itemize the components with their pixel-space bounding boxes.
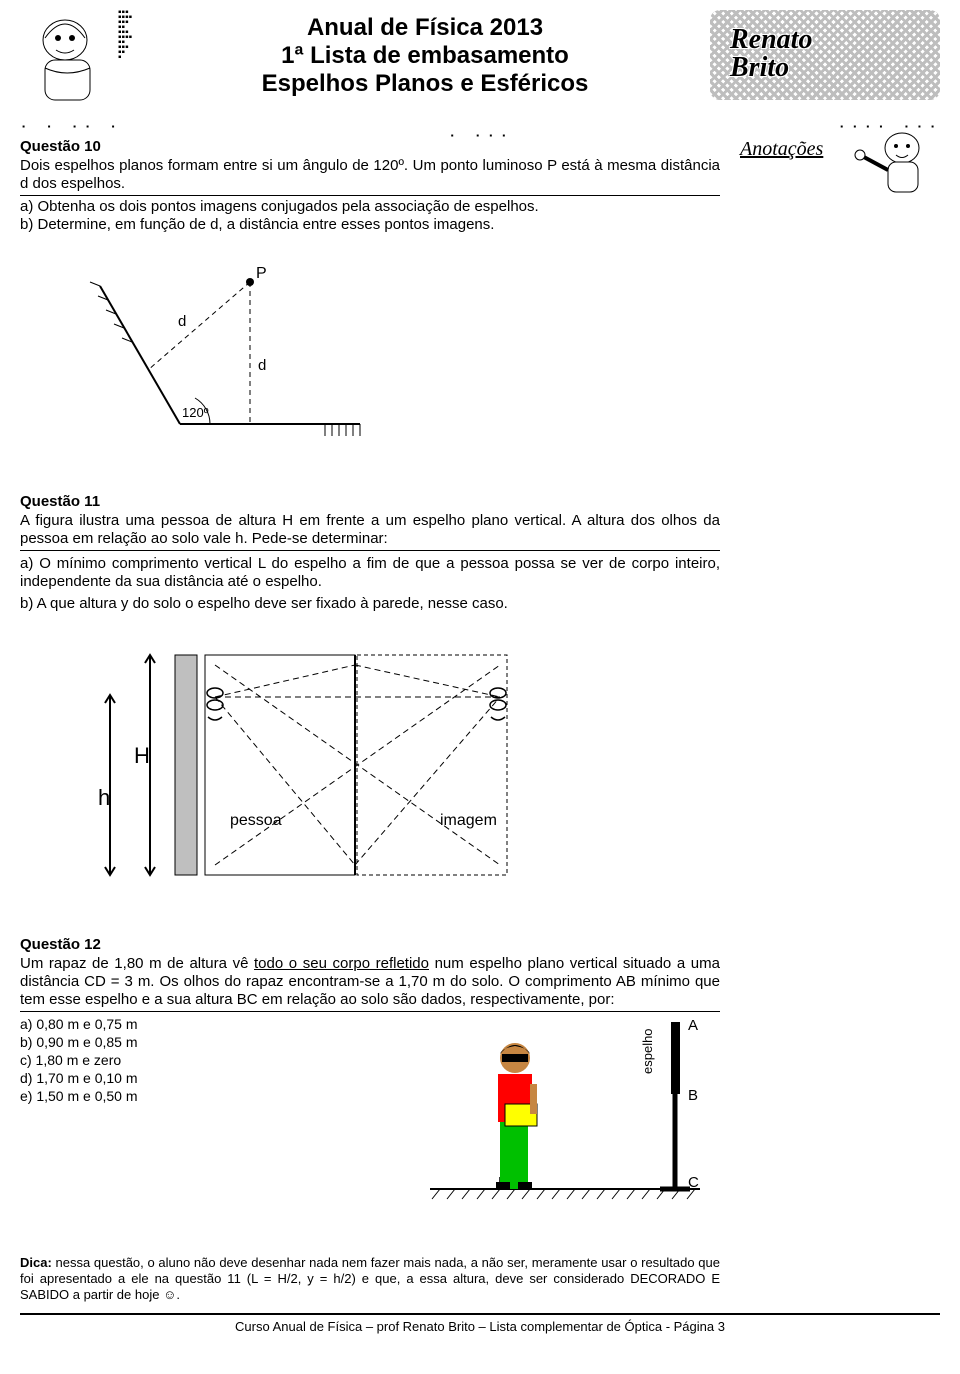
q10-intro: Dois espelhos planos formam entre si um … [20,157,720,192]
q10-title: Questão 10 [20,138,720,155]
q12-body: Um rapaz de 1,80 m de altura vê todo o s… [20,955,720,1012]
footer-text: Curso Anual de Física – prof Renato Brit… [235,1319,725,1334]
q12-opt-d: d) 1,70 m e 0,10 m [20,1070,138,1086]
q10-body: Dois espelhos planos formam entre si um … [20,157,720,234]
header-title-line3: Espelhos Planos e Esféricos [140,70,710,98]
header-title: Anual de Física 2013 1ª Lista de embasam… [140,10,710,98]
q12-label-espelho: espelho [640,1028,655,1074]
q11-rule [20,550,720,551]
q11-label-imagem: imagem [440,812,497,829]
q12-svg: A B C D espelho [400,1014,720,1214]
q11-item-b: b) A que altura y do solo o espelho deve… [20,595,720,613]
brand-text: Renato Brito [730,26,812,82]
brand-line1: Renato [730,26,812,54]
q12-row: a) 0,80 m e 0,75 m b) 0,90 m e 0,85 m c)… [20,1014,720,1217]
header-title-line1: Anual de Física 2013 [140,14,710,42]
q12-label-A: A [688,1017,698,1034]
q10-label-P: P [256,265,267,282]
person-icon [496,1043,537,1189]
hint-label: Dica: [20,1255,52,1270]
q11-label-pessoa: pessoa [230,812,282,829]
page-header: ▪▪▪▪▪▪▪▪▪▪▪▪▪▪▪▪▪▪▪▪▪▪▪▪▪▪▪ Anual de Fís… [20,10,940,120]
q10-item-a: a) Obtenha os dois pontos imagens conjug… [20,198,720,216]
brand-line2: Brito [730,54,812,82]
q11-svg: h H [80,635,560,895]
q12-opt-e: e) 1,50 m e 0,50 m [20,1088,138,1104]
q10-label-angle: 120º [182,405,209,420]
q11-body: A figura ilustra uma pessoa de altura H … [20,512,720,613]
question-11: Questão 11 A figura ilustra uma pessoa d… [20,493,720,898]
q12-intro-before: Um rapaz de 1,80 m de altura vê [20,955,254,972]
q10-diagram: P d d 120º [60,252,720,455]
q11-label-h: h [98,785,110,810]
q11-intro: A figura ilustra uma pessoa de altura H … [20,512,720,547]
q12-figure: A B C D espelho [158,1014,720,1217]
q11-diagram: h H [80,635,720,898]
q10-svg: P d d 120º [60,252,380,452]
main-column: Questão 10 Dois espelhos planos formam e… [20,138,720,1303]
header-title-line2: 1ª Lista de embasamento [140,42,710,70]
q12-rule [20,1011,720,1012]
q11-title: Questão 11 [20,493,720,510]
header-left-cartoon: ▪▪▪▪▪▪▪▪▪▪▪▪▪▪▪▪▪▪▪▪▪▪▪▪▪▪▪ [20,10,140,110]
q12-intro-underlined: todo o seu corpo refletido [254,955,429,972]
q12-opt-c: c) 1,80 m e zero [20,1052,138,1068]
content-row: Questão 10 Dois espelhos planos formam e… [20,138,940,1303]
hint-text: nessa questão, o aluno não deve desenhar… [20,1255,720,1302]
page-footer: Curso Anual de Física – prof Renato Brit… [20,1313,940,1334]
q12-opt-b: b) 0,90 m e 0,85 m [20,1034,138,1050]
header-dots-row: ▪ ▪ ▪ ▪ ▪ ▪ ▪ ▪ ▪ ▪ ▪ ▪ ▪ ▪ ▪ ▪ [20,122,940,130]
pointing-cartoon-icon [850,122,940,202]
q10-label-d2: d [258,357,266,374]
q12-options: a) 0,80 m e 0,75 m b) 0,90 m e 0,85 m c)… [20,1014,138,1106]
header-dots-left: ▪▪▪▪▪▪▪▪▪▪▪▪▪▪▪▪▪▪▪▪▪▪▪▪▪▪▪ [118,10,158,110]
q12-label-C: C [688,1174,699,1191]
q12-label-B: B [688,1087,698,1104]
q10-rule [20,195,720,196]
q10-label-d1: d [178,313,186,330]
annotations-column: Anotações [740,138,940,1303]
question-12: Questão 12 Um rapaz de 1,80 m de altura … [20,936,720,1217]
q11-label-H: H [134,743,150,768]
hint-block: Dica: nessa questão, o aluno não deve de… [20,1255,720,1303]
q10-item-b: b) Determine, em função de d, a distânci… [20,216,720,234]
q11-item-a: a) O mínimo comprimento vertical L do es… [20,555,720,591]
annotations-label: Anotações [740,138,823,160]
annotations-cartoon [850,122,940,202]
question-10: Questão 10 Dois espelhos planos formam e… [20,138,720,455]
header-brand-box: Renato Brito [710,10,940,100]
q12-opt-a: a) 0,80 m e 0,75 m [20,1016,138,1032]
q12-title: Questão 12 [20,936,720,953]
